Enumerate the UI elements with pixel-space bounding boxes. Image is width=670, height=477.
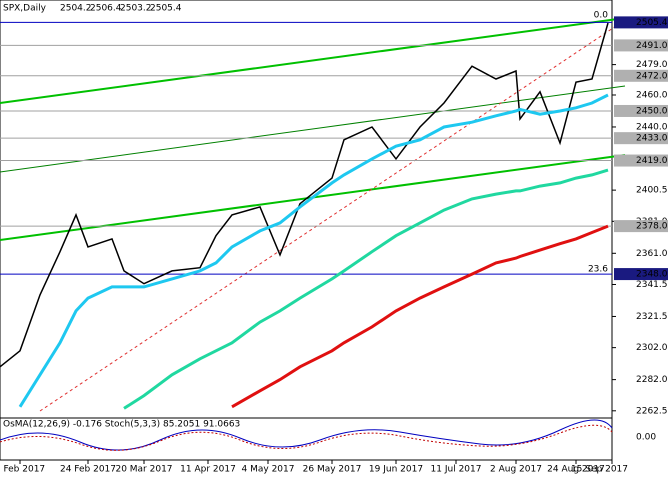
fib-label: 0.0 [594, 11, 609, 21]
trend-line [0, 85, 626, 173]
level-box [614, 220, 668, 233]
level-label: 2378.0 [636, 222, 668, 232]
level-box [614, 268, 668, 281]
y-tick-label: 2400.5 [636, 186, 668, 196]
price-line [231, 224, 609, 409]
level-box [614, 39, 668, 52]
y-tick-label: 2321.5 [636, 312, 668, 322]
header-symbol: SPX,Daily [3, 4, 47, 14]
y-tick-label: 2341.5 [636, 280, 668, 290]
x-tick-label: 2 Feb 2017 [0, 465, 45, 475]
y-tick-label: 2479.0 [636, 60, 668, 70]
y-tick-label: 2262.5 [636, 406, 668, 416]
level-box [614, 16, 668, 29]
price-line [18, 93, 609, 408]
level-label: 2419.0 [636, 156, 668, 166]
header-ohlc: 2505.4 [150, 4, 182, 14]
x-tick-label: 15 Sep 2017 [571, 465, 628, 475]
level-label: 2491.0 [636, 41, 668, 51]
header-ohlc: 2504.2 [60, 4, 92, 14]
indicator-label: OsMA(12,26,9) -0.176 Stoch(5,3,3) 85.205… [3, 420, 240, 430]
level-label: 2505.4 [636, 18, 668, 28]
x-tick-label: 11 Jul 2017 [431, 465, 482, 475]
header-ohlc: 2503.2 [120, 4, 152, 14]
x-tick-label: 11 Apr 2017 [180, 465, 236, 475]
x-tick-label: 26 May 2017 [303, 465, 362, 475]
y-tick-label: 2460.0 [636, 90, 668, 100]
price-line [123, 168, 609, 410]
trend-line [0, 17, 626, 104]
plot-frame [0, 0, 613, 461]
level-label: 2348.0 [636, 270, 668, 280]
y-tick-label: 2361.0 [636, 249, 668, 259]
level-box [614, 69, 668, 82]
level-box [614, 132, 668, 145]
price-line [0, 22, 609, 368]
x-tick-label: 24 Feb 2017 [60, 465, 116, 475]
y-tick-label: 2440.0 [636, 122, 668, 132]
level-box [614, 104, 668, 117]
x-tick-label: 20 Mar 2017 [115, 465, 172, 475]
x-tick-label: 19 Jun 2017 [369, 465, 423, 475]
x-tick-label: 24 Aug 2017 [547, 465, 605, 475]
level-label: 2472.0 [636, 71, 668, 81]
fib-label: 23.6 [588, 265, 608, 275]
level-label: 2450.0 [636, 106, 668, 116]
stoch-signal [0, 424, 613, 451]
x-tick-label: 4 May 2017 [242, 465, 295, 475]
y-tick-label: 2302.0 [636, 343, 668, 353]
level-label: 2433.0 [636, 134, 668, 144]
y-tick-label: 2282.0 [636, 375, 668, 385]
indicator-tick: 0.00 [636, 433, 656, 443]
stoch-line [0, 419, 613, 451]
level-box [614, 154, 668, 167]
header-ohlc: 2506.4 [90, 4, 122, 14]
x-tick-label: 2 Aug 2017 [490, 465, 542, 475]
